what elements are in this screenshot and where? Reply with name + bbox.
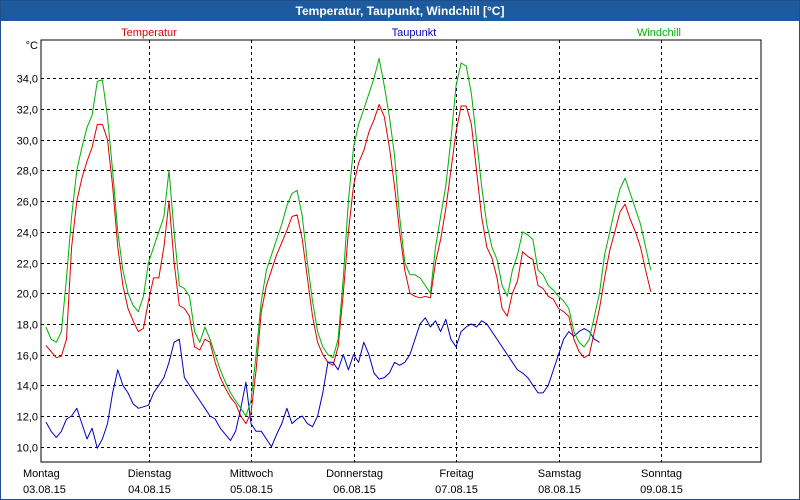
series-line-temperatur	[45, 104, 652, 425]
series-line-windchill	[45, 57, 652, 417]
x-tick-date-label: 09.08.15	[640, 484, 683, 496]
y-tick-label: 26,0	[17, 197, 38, 209]
legend-taupunkt: Taupunkt	[392, 27, 437, 39]
x-tick-date-label: 06.08.15	[333, 484, 376, 496]
x-tick-day-label: Mittwoch	[230, 468, 273, 480]
y-tick-label: 12,0	[17, 412, 38, 424]
y-tick-label: 24,0	[17, 228, 38, 240]
y-tick-label: 30,0	[17, 136, 38, 148]
y-axis-unit-label: °C	[26, 40, 38, 52]
x-tick-date-label: 05.08.15	[230, 484, 273, 496]
x-tick-day-label: Samstag	[538, 468, 581, 480]
x-tick-date-label: 08.08.15	[538, 484, 581, 496]
y-tick-label: 20,0	[17, 289, 38, 301]
x-tick-day-label: Donnerstag	[326, 468, 383, 480]
x-tick-day-label: Sonntag	[641, 468, 682, 480]
y-tick-label: 10,0	[17, 443, 38, 455]
y-tick-label: 32,0	[17, 105, 38, 117]
legend-layer: Temperatur Taupunkt Windchill	[121, 27, 681, 39]
plot-area-border	[40, 39, 762, 463]
chart-canvas: 10,0 12,0 14,0 16,0 18,0 20,0 22,0 24,0 26,0 28,0…	[17, 27, 762, 496]
y-tick-label: 34,0	[17, 74, 38, 86]
y-tick-label: 14,0	[17, 381, 38, 393]
x-tick-day-label: Dienstag	[128, 468, 171, 480]
y-tick-label: 28,0	[17, 166, 38, 178]
y-tick-label: 22,0	[17, 259, 38, 271]
x-tick-date-label: 07.08.15	[435, 484, 478, 496]
axis-layer: 10,0 12,0 14,0 16,0 18,0 20,0 22,0 24,0 26,0 28,0…	[17, 39, 762, 496]
x-tick-date-label: 03.08.15	[23, 484, 66, 496]
x-tick-day-label: Freitag	[439, 468, 473, 480]
chart-title: Temperatur, Taupunkt, Windchill [°C]	[1, 1, 799, 21]
legend-windchill: Windchill	[637, 27, 681, 39]
series-line-taupunkt	[45, 317, 600, 449]
grid-layer	[41, 40, 761, 462]
x-tick-date-label: 04.08.15	[128, 484, 171, 496]
y-tick-label: 18,0	[17, 320, 38, 332]
legend-temperatur: Temperatur	[121, 27, 177, 39]
y-tick-label: 16,0	[17, 351, 38, 363]
series-layer	[45, 57, 652, 449]
x-tick-day-label: Montag	[23, 468, 60, 480]
